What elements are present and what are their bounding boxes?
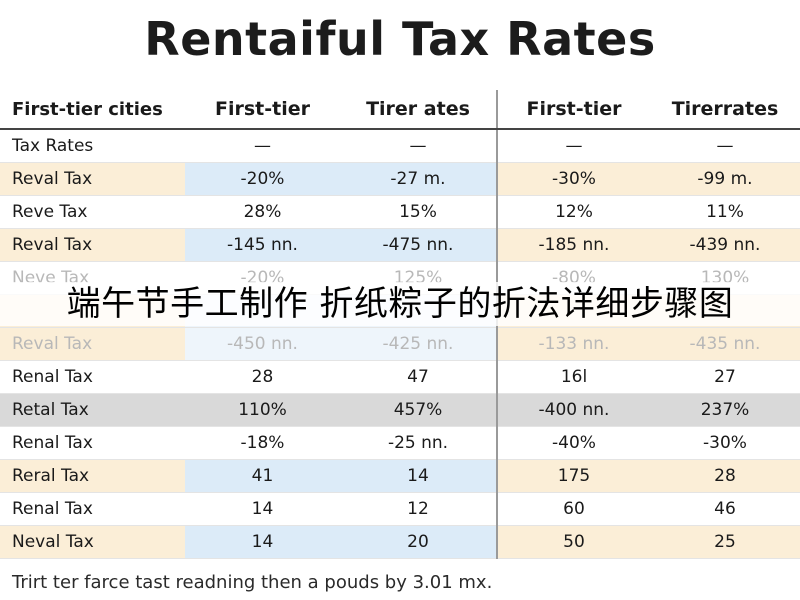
table-row: Reve Tax 28% 15% 12% 11% bbox=[0, 195, 800, 229]
table-cell: 11% bbox=[650, 195, 800, 229]
table-row: Renal Tax -18% -25 nn. -40% -30% bbox=[0, 426, 800, 460]
table-cell: -450 nn. bbox=[185, 327, 340, 361]
row-label: Retal Tax bbox=[0, 393, 185, 427]
table-cell: 28 bbox=[185, 360, 340, 394]
table-cell: 16l bbox=[497, 360, 650, 394]
table-cell: 47 bbox=[340, 360, 498, 394]
table-row: Renal Tax 28 47 16l 27 bbox=[0, 360, 800, 394]
chart-title: Rentaiful Tax Rates bbox=[144, 12, 656, 66]
table-cell: — bbox=[650, 129, 800, 163]
table-row: Reral Tax 41 14 175 28 bbox=[0, 459, 800, 493]
table-cell: — bbox=[340, 129, 498, 163]
table-cell: -18% bbox=[185, 426, 340, 460]
table-cell: — bbox=[497, 129, 650, 163]
table-cell: -27 m. bbox=[340, 162, 498, 196]
table-cell: -40% bbox=[497, 426, 650, 460]
table-body: Tax Rates — — — — Reval Tax -20% -27 m. -30% -99 … bbox=[0, 129, 800, 559]
table-cell: 12% bbox=[497, 195, 650, 229]
table-row: Renal Tax 14 12 60 46 bbox=[0, 492, 800, 526]
table-cell: -145 nn. bbox=[185, 228, 340, 262]
table-cell: 237% bbox=[650, 393, 800, 427]
table-cell: 41 bbox=[185, 459, 340, 493]
table-cell: -475 nn. bbox=[340, 228, 498, 262]
table-cell: 50 bbox=[497, 525, 650, 559]
header-row: First-tier cities First-tier Tirer ates … bbox=[0, 90, 800, 130]
table-row: Tax Rates — — — — bbox=[0, 129, 800, 163]
table-cell: 27 bbox=[650, 360, 800, 394]
table-row: Reval Tax -450 nn. -425 nn. -133 nn. -435 nn… bbox=[0, 327, 800, 361]
table-row: Retal Tax 110% 457% -400 nn. 237% bbox=[0, 393, 800, 427]
row-label: Reval Tax bbox=[0, 162, 185, 196]
column-header: First-tier bbox=[185, 90, 340, 130]
table-row: Neval Tax 14 20 50 25 bbox=[0, 525, 800, 559]
table-cell: 110% bbox=[185, 393, 340, 427]
table-cell: -20% bbox=[185, 162, 340, 196]
table-cell: 15% bbox=[340, 195, 498, 229]
overlay-banner: 端午节手工制作 折纸粽子的折法详细步骤图 bbox=[0, 282, 800, 326]
column-header: First-tier bbox=[497, 90, 650, 130]
row-label: Renal Tax bbox=[0, 492, 185, 526]
table-cell: 25 bbox=[650, 525, 800, 559]
table-cell: -439 nn. bbox=[650, 228, 800, 262]
table-cell: 14 bbox=[340, 459, 498, 493]
table-cell: 46 bbox=[650, 492, 800, 526]
table-cell: -133 nn. bbox=[497, 327, 650, 361]
table-cell: 14 bbox=[185, 492, 340, 526]
table-cell: — bbox=[185, 129, 340, 163]
table-cell: -30% bbox=[650, 426, 800, 460]
table-cell: 457% bbox=[340, 393, 498, 427]
table-row: Reval Tax -145 nn. -475 nn. -185 nn. -439 nn… bbox=[0, 228, 800, 262]
table-cell: 12 bbox=[340, 492, 498, 526]
table-cell: -425 nn. bbox=[340, 327, 498, 361]
table-cell: -400 nn. bbox=[497, 393, 650, 427]
row-label: Reval Tax bbox=[0, 327, 185, 361]
table-cell: -435 nn. bbox=[650, 327, 800, 361]
table-cell: 175 bbox=[497, 459, 650, 493]
row-label: Renal Tax bbox=[0, 426, 185, 460]
table-cell: -99 m. bbox=[650, 162, 800, 196]
table-cell: 60 bbox=[497, 492, 650, 526]
row-label: Neval Tax bbox=[0, 525, 185, 559]
row-label: Reve Tax bbox=[0, 195, 185, 229]
table-cell: 20 bbox=[340, 525, 498, 559]
row-label: Reral Tax bbox=[0, 459, 185, 493]
column-header: Tirer ates bbox=[340, 90, 498, 130]
table-cell: 14 bbox=[185, 525, 340, 559]
table-cell: -30% bbox=[497, 162, 650, 196]
column-header: First-tier cities bbox=[0, 90, 185, 130]
table-cell: -25 nn. bbox=[340, 426, 498, 460]
footnote: Trirt ter farce tast readning then a pou… bbox=[12, 572, 493, 593]
table-row: Reval Tax -20% -27 m. -30% -99 m. bbox=[0, 162, 800, 196]
row-label: Reval Tax bbox=[0, 228, 185, 262]
table-cell: 28 bbox=[650, 459, 800, 493]
column-header: Tirerrates bbox=[650, 90, 800, 130]
row-label: Renal Tax bbox=[0, 360, 185, 394]
table-cell: -185 nn. bbox=[497, 228, 650, 262]
table-cell: 28% bbox=[185, 195, 340, 229]
row-label: Tax Rates bbox=[0, 129, 185, 163]
